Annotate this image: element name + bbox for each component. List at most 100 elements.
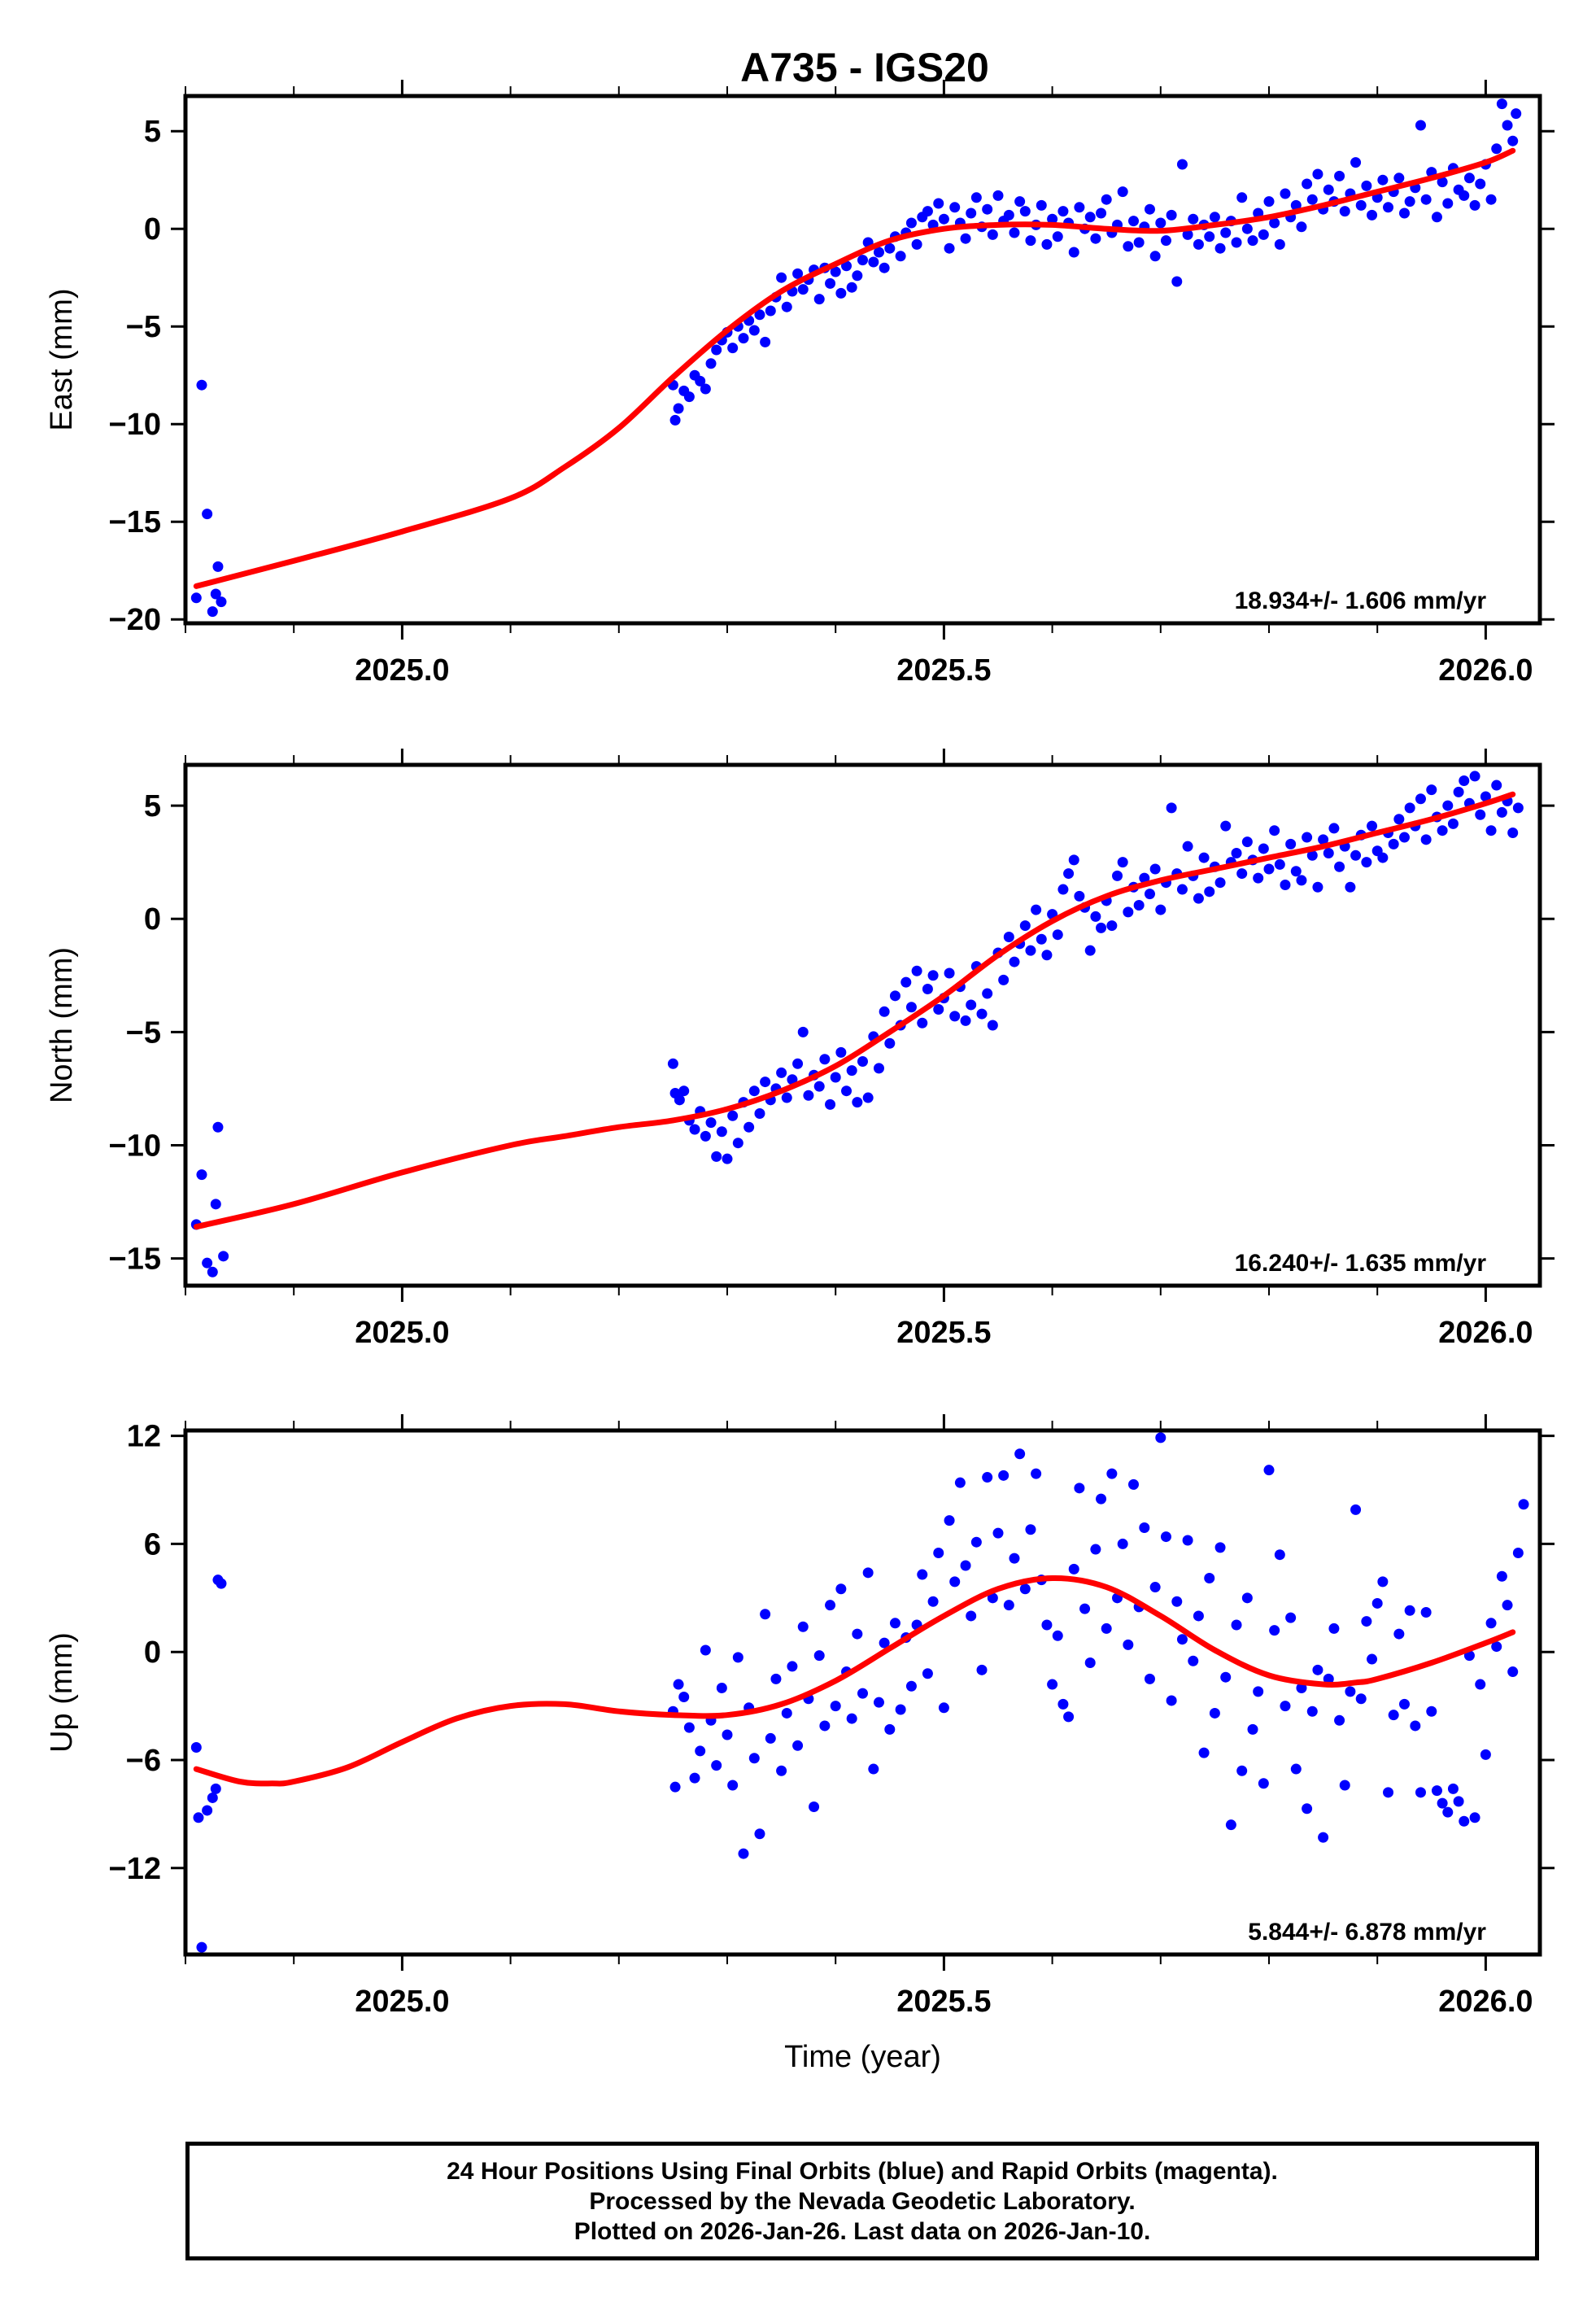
panel-east-data-point <box>1306 194 1318 205</box>
panel-up-data-point <box>1193 1610 1204 1622</box>
panel-up-data-point <box>1171 1596 1183 1607</box>
panel-east-data-point <box>1193 238 1204 250</box>
panel-north-data-point <box>1149 863 1161 875</box>
panel-up-data-point <box>1318 1832 1329 1843</box>
panel-up-data-point <box>700 1644 711 1656</box>
panel-east-data-point <box>1171 276 1183 287</box>
panel-east-data-point <box>1188 213 1199 225</box>
panel-east-data-point <box>216 596 227 608</box>
panel-up-x-tick-label: 2025.0 <box>355 1985 449 2019</box>
panel-east-data-point <box>754 309 765 321</box>
panel-up-data-point <box>1176 1634 1188 1645</box>
panel-east-data-point <box>1475 178 1486 190</box>
panel-up-rate-label: 5.844+/- 6.878 mm/yr <box>1248 1919 1486 1946</box>
panel-east-data-point <box>987 229 998 240</box>
panel-east-data-point <box>1084 212 1096 223</box>
panel-east-data-point <box>1274 238 1285 250</box>
panel-up-x-tick-label: 2025.5 <box>896 1985 991 2019</box>
panel-up-data-point <box>976 1664 988 1675</box>
panel-north-data-point <box>846 1065 857 1077</box>
panel-up-fit-line <box>193 1574 1516 1787</box>
panel-east-data-point <box>1133 237 1145 248</box>
panel-north-data-point <box>1036 933 1047 945</box>
panel-north-data-point <box>1426 784 1437 796</box>
panel-up-data-point <box>889 1618 900 1629</box>
panel-east-data-point <box>970 192 982 203</box>
panel-north-data-point <box>1096 922 1107 933</box>
panel-east-y-tick-label: −20 <box>109 603 161 637</box>
panel-north-data-point <box>1025 945 1036 956</box>
panel-north-data-point <box>1302 832 1313 843</box>
panel-north-data-point <box>1323 848 1334 859</box>
panel-up-data-point <box>1518 1499 1529 1510</box>
panel-north-data-point <box>1367 820 1378 832</box>
panel-up-data-point <box>873 1697 884 1708</box>
panel-up-data-point <box>987 1592 998 1604</box>
panel-east-data-point <box>1025 235 1036 247</box>
panel-up-data-point <box>1057 1698 1069 1710</box>
panel-north-data-point <box>1491 780 1502 791</box>
panel-east-data-point <box>813 294 825 305</box>
panel-east-data-point <box>1155 217 1166 229</box>
panel-north-data-point <box>813 1081 825 1092</box>
panel-up-data-point <box>1367 1653 1378 1665</box>
panel-up-data-point <box>1263 1465 1275 1476</box>
panel-north-data-point <box>1133 900 1145 911</box>
panel-east-data-point <box>1047 213 1058 225</box>
panel-east-data-point <box>1057 206 1069 217</box>
panel-east-data-point <box>830 266 841 277</box>
panel-up-data-point <box>1399 1698 1410 1710</box>
panel-up-data-point <box>1019 1583 1031 1595</box>
panel-east-data-point <box>905 217 917 229</box>
panel-north-data-point <box>667 1058 678 1069</box>
panel-north-data-point <box>884 1037 896 1049</box>
panel-east-data-point <box>1019 206 1031 217</box>
panel-north-data-point <box>210 1199 221 1210</box>
panel-up-data-point <box>1350 1504 1362 1515</box>
panel-up-data-point <box>1388 1710 1399 1721</box>
panel-north-data-point <box>1361 857 1372 868</box>
panel-north-data-point <box>1214 877 1226 889</box>
panel-up-data-point <box>1149 1582 1161 1593</box>
panel-east-data-point <box>1437 177 1448 188</box>
panel-east-data-point <box>1404 196 1415 207</box>
panel-up-data-point <box>1323 1673 1334 1684</box>
panel-north-data-point <box>787 1074 798 1085</box>
panel-east-data-point <box>825 277 836 289</box>
panel-north-data-point <box>792 1058 804 1069</box>
panel-up-data-point <box>1302 1803 1313 1815</box>
panel-north-data-point <box>196 1169 207 1181</box>
panel-up-data-point <box>1155 1432 1166 1443</box>
panel-north-data-point <box>674 1094 685 1106</box>
panel-up-data-point <box>846 1713 857 1724</box>
panel-up-data-point <box>1339 1780 1350 1791</box>
panel-east-data-point <box>846 282 857 293</box>
panel-east-data-point <box>1144 203 1155 215</box>
panel-east-data-point <box>727 343 739 354</box>
panel-north-data-point <box>1459 775 1470 786</box>
panel-east-data-point <box>1355 199 1367 211</box>
panel-east-data-point <box>210 588 221 600</box>
panel-north-data-point <box>1155 904 1166 915</box>
panel-east-y-tick-label: 5 <box>144 115 161 149</box>
panel-east-data-point <box>1204 231 1215 242</box>
panel-up-data-point <box>825 1600 836 1611</box>
panel-east-data-point <box>1247 235 1258 247</box>
panel-up-data-point <box>210 1783 221 1794</box>
panel-east-data-point <box>1117 186 1128 198</box>
panel-east-data-point <box>1302 178 1313 190</box>
panel-east-data-point <box>1263 196 1275 207</box>
panel-east-data-point <box>1166 209 1177 221</box>
panel-north-x-tick-label: 2025.5 <box>896 1316 991 1350</box>
panel-up-data-point <box>857 1688 868 1699</box>
panel-east-data-point <box>1269 217 1280 229</box>
panel-north-data-point <box>1404 802 1415 814</box>
panel-north-data-point <box>1480 791 1491 802</box>
panel-east-data-point <box>207 606 218 618</box>
panel-up-data-point <box>1166 1695 1177 1706</box>
panel-north-data-point <box>1415 793 1426 805</box>
panel-up-data-point <box>1231 1619 1242 1631</box>
panel-up-y-axis-label: Up (mm) <box>45 1632 79 1753</box>
panel-east-data-point <box>1459 190 1470 201</box>
panel-up-data-point <box>1442 1806 1454 1818</box>
